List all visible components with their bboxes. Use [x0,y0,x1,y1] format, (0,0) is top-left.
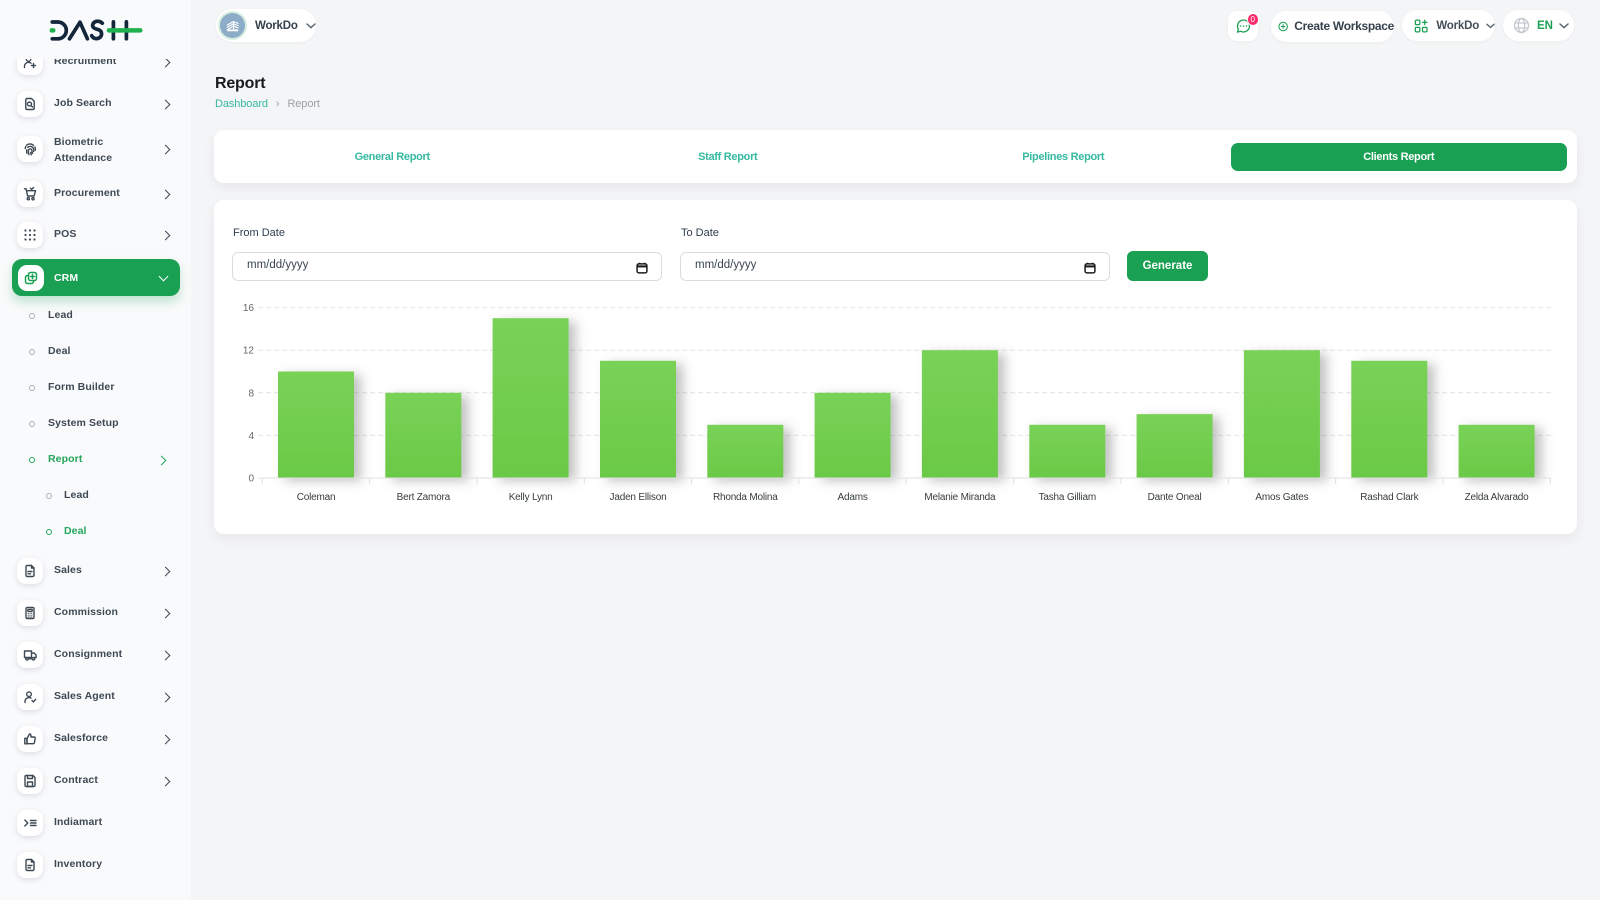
svg-text:Melanie Miranda: Melanie Miranda [924,492,996,503]
svg-text:8: 8 [248,388,254,399]
svg-text:Amos Gates: Amos Gates [1255,492,1308,503]
svg-text:Adams: Adams [838,492,868,503]
svg-text:4: 4 [248,430,254,441]
svg-text:16: 16 [243,303,255,314]
svg-text:Jaden Ellison: Jaden Ellison [610,492,667,503]
svg-text:Rhonda Molina: Rhonda Molina [713,492,778,503]
svg-text:Tasha Gilliam: Tasha Gilliam [1039,492,1096,503]
svg-text:Dante Oneal: Dante Oneal [1148,492,1202,503]
svg-text:Kelly Lynn: Kelly Lynn [509,492,553,503]
svg-text:Coleman: Coleman [297,492,336,503]
svg-text:0: 0 [248,473,254,484]
svg-text:Bert Zamora: Bert Zamora [397,492,451,503]
svg-text:Zelda Alvarado: Zelda Alvarado [1465,492,1530,503]
svg-text:Rashad Clark: Rashad Clark [1360,492,1419,503]
svg-text:12: 12 [243,345,255,356]
